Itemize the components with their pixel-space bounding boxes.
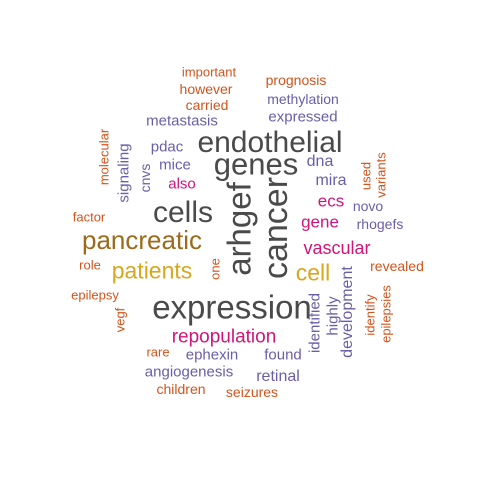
word-cell: cell bbox=[295, 259, 331, 286]
word-revealed: revealed bbox=[370, 258, 424, 274]
word-methylation: methylation bbox=[267, 91, 339, 107]
word-also: also bbox=[168, 175, 196, 193]
word-development: development bbox=[339, 266, 356, 358]
word-variants: variants bbox=[373, 152, 389, 198]
word-used: used bbox=[358, 161, 374, 191]
word-arhgef: arhgef bbox=[220, 182, 258, 276]
word-however: however bbox=[179, 81, 233, 97]
word-expression: expression bbox=[152, 288, 312, 326]
word-cells: cells bbox=[152, 196, 214, 229]
word-genes: genes bbox=[213, 146, 299, 182]
word-retinal: retinal bbox=[256, 368, 300, 385]
word-role: role bbox=[79, 257, 101, 273]
word-identify: identify bbox=[362, 294, 378, 336]
word-factor: factor bbox=[72, 209, 106, 225]
word-novo: novo bbox=[352, 198, 384, 214]
word-one: one bbox=[207, 258, 223, 280]
word-vegf: vegf bbox=[112, 307, 128, 333]
word-angiogenesis: angiogenesis bbox=[144, 363, 234, 381]
word-cancer: cancer bbox=[257, 176, 295, 280]
word-identified: identified bbox=[306, 292, 324, 354]
word-molecular: molecular bbox=[96, 128, 112, 186]
word-carried: carried bbox=[185, 97, 229, 113]
word-epilepsy: epilepsy bbox=[71, 287, 119, 303]
word-signaling: signaling bbox=[115, 143, 133, 203]
word-seizures: seizures bbox=[225, 384, 279, 400]
word-prognosis: prognosis bbox=[265, 72, 327, 88]
word-ephexin: ephexin bbox=[185, 346, 239, 364]
word-found: found bbox=[264, 346, 302, 364]
word-endothelial: endothelial bbox=[197, 126, 343, 159]
word-vascular: vascular bbox=[303, 238, 371, 258]
word-gene: gene bbox=[301, 212, 339, 232]
word-ecs: ecs bbox=[317, 191, 345, 211]
word-pancreatic: pancreatic bbox=[82, 225, 202, 255]
word-dna: dna bbox=[306, 153, 334, 170]
word-children: children bbox=[156, 381, 206, 397]
word-patients: patients bbox=[111, 257, 193, 284]
word-expressed: expressed bbox=[268, 108, 338, 126]
word-rhogefs: rhogefs bbox=[356, 216, 404, 232]
word-pdac: pdac bbox=[150, 138, 184, 156]
word-cnvs: cnvs bbox=[137, 163, 153, 193]
word-epilepsies: epilepsies bbox=[378, 285, 394, 343]
word-rare: rare bbox=[146, 344, 170, 360]
word-mira: mira bbox=[315, 172, 347, 189]
word-repopulation: repopulation bbox=[171, 326, 277, 348]
word-metastasis: metastasis bbox=[146, 112, 218, 130]
word-important: important bbox=[181, 64, 237, 80]
word-mice: mice bbox=[159, 156, 191, 174]
